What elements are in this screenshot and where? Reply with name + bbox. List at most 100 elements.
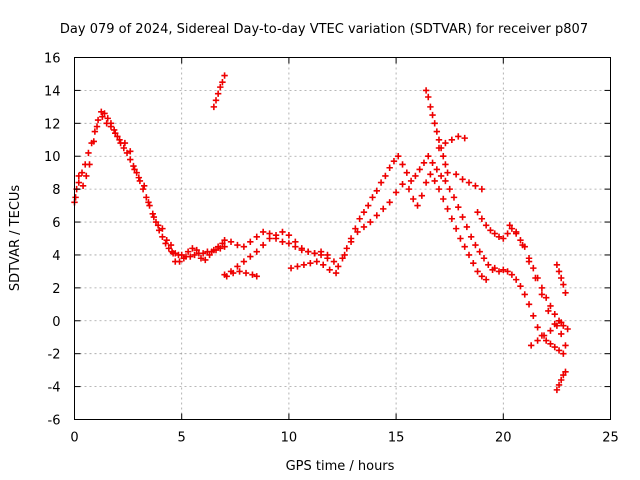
data-point <box>219 78 226 86</box>
data-point <box>133 169 140 176</box>
data-point <box>169 250 177 257</box>
data-point <box>553 386 561 394</box>
gridlines <box>74 57 611 420</box>
data-point <box>557 376 565 384</box>
data-point <box>562 289 569 296</box>
data-point <box>365 202 372 209</box>
data-point <box>343 245 350 252</box>
data-series <box>335 153 496 273</box>
data-points <box>71 72 571 394</box>
data-point <box>330 258 338 265</box>
data-point <box>465 251 473 259</box>
data-point <box>504 268 511 275</box>
data-point <box>373 212 381 219</box>
x-tick-label: 15 <box>388 431 405 446</box>
data-point <box>547 327 554 334</box>
data-point <box>85 149 92 157</box>
data-point <box>534 324 541 331</box>
data-point <box>557 319 565 326</box>
data-point <box>527 342 535 349</box>
data-point <box>101 110 108 117</box>
data-point <box>557 330 565 338</box>
data-series <box>435 133 486 193</box>
data-point <box>410 195 417 203</box>
data-point <box>392 189 400 196</box>
data-point <box>407 177 415 185</box>
data-point <box>78 169 86 176</box>
data-point <box>420 159 428 167</box>
data-point <box>542 337 550 344</box>
x-tick-label: 10 <box>281 431 298 446</box>
data-series <box>71 108 228 260</box>
data-point <box>519 241 526 249</box>
data-point <box>431 120 438 127</box>
data-point <box>103 120 110 127</box>
data-point <box>530 312 537 320</box>
data-series <box>72 113 226 265</box>
data-point <box>212 97 220 104</box>
data-point <box>555 381 563 389</box>
data-point <box>247 253 254 260</box>
data-series <box>221 228 331 278</box>
data-point <box>259 241 267 249</box>
data-point <box>116 136 123 143</box>
data-point <box>83 172 90 180</box>
data-point <box>145 199 152 206</box>
data-point <box>433 128 441 135</box>
data-point <box>347 238 355 245</box>
data-point <box>253 273 260 280</box>
data-point <box>163 236 170 244</box>
data-point <box>140 182 148 190</box>
data-point <box>553 261 561 269</box>
data-point <box>221 236 228 244</box>
x-axis-label: GPS time / hours <box>286 459 395 474</box>
data-point <box>121 139 129 147</box>
data-point <box>298 245 305 252</box>
data-point <box>403 169 411 176</box>
data-point <box>369 194 376 201</box>
data-point <box>405 185 413 193</box>
data-point <box>457 235 464 242</box>
data-point <box>478 185 486 193</box>
data-point <box>127 156 134 163</box>
data-point <box>530 264 537 272</box>
data-point <box>155 227 163 234</box>
x-tick-label: 0 <box>70 431 78 446</box>
data-point <box>538 291 546 298</box>
data-point <box>131 166 138 173</box>
data-point <box>560 371 567 379</box>
data-point <box>557 274 565 282</box>
y-tick-label: 6 <box>52 216 60 231</box>
data-point <box>508 225 516 232</box>
data-point <box>341 251 348 259</box>
data-point <box>560 322 567 329</box>
data-point <box>551 343 558 351</box>
y-tick-label: 14 <box>44 84 61 99</box>
data-point <box>418 192 426 199</box>
data-point <box>130 162 137 170</box>
data-point <box>427 103 434 111</box>
data-point <box>444 169 451 176</box>
data-point <box>279 238 286 245</box>
data-point <box>455 204 462 211</box>
data-point <box>136 177 144 185</box>
data-point <box>178 251 185 259</box>
data-point <box>285 240 293 247</box>
data-point <box>127 148 134 155</box>
data-point <box>506 222 513 229</box>
data-point <box>266 235 273 242</box>
data-point <box>253 233 260 241</box>
y-tick-label: 10 <box>44 150 61 165</box>
data-point <box>555 347 563 354</box>
data-point <box>467 233 475 241</box>
x-tick-label: 25 <box>602 431 619 446</box>
data-point <box>452 171 460 178</box>
data-point <box>521 291 528 298</box>
data-point <box>380 205 387 213</box>
data-series <box>474 208 571 333</box>
data-point <box>300 261 308 269</box>
data-point <box>564 325 571 333</box>
data-point <box>189 245 196 252</box>
data-point <box>360 223 368 231</box>
data-point <box>154 222 162 229</box>
